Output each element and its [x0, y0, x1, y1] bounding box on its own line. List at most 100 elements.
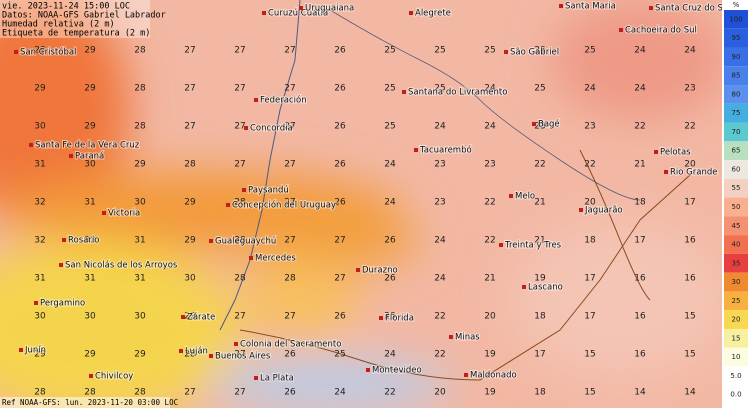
- city-marker: [34, 301, 38, 305]
- city-label: Minas: [455, 333, 480, 343]
- temperature: 27: [184, 46, 195, 56]
- city-label: Santa Cruz do Sul: [655, 4, 731, 14]
- colorbar-label: 90: [732, 53, 741, 61]
- city-marker: [379, 316, 383, 320]
- city-label: Luján: [185, 347, 208, 357]
- temperature: 32: [34, 198, 45, 208]
- temperature: 16: [684, 236, 696, 246]
- colorbar-cell: [724, 28, 748, 48]
- city-label: Uruguaiana: [305, 4, 354, 14]
- temperature: 23: [584, 122, 595, 132]
- temperature: 22: [434, 350, 445, 360]
- colorbar-label: 70: [732, 128, 741, 136]
- temperature: 26: [284, 388, 296, 398]
- temperature: 17: [684, 198, 695, 208]
- colorbar-label: 75: [732, 109, 741, 117]
- temperature: 25: [384, 84, 395, 94]
- temperature: 29: [184, 312, 196, 322]
- colorbar-cell: [724, 10, 748, 29]
- city-marker: [69, 154, 73, 158]
- temperature: 29: [184, 236, 196, 246]
- city-label: San Nicolás de los Arroyos: [65, 261, 178, 271]
- temperature: 29: [134, 350, 146, 360]
- temperature: 18: [534, 312, 546, 322]
- temperature: 25: [384, 122, 395, 132]
- temperature: 26: [384, 236, 396, 246]
- city-label: Florida: [385, 314, 414, 324]
- temperature: 28: [134, 388, 146, 398]
- temperature: 25: [534, 46, 545, 56]
- humidity-field: [0, 0, 730, 412]
- temperature: 15: [684, 312, 695, 322]
- temperature: 17: [584, 274, 595, 284]
- temperature: 24: [484, 84, 496, 94]
- temperature: 24: [484, 122, 496, 132]
- temperature: 26: [334, 46, 346, 56]
- temperature: 28: [34, 388, 46, 398]
- borders-rivers: [219, 0, 691, 381]
- temperature: 28: [134, 84, 146, 94]
- city-marker: [226, 203, 230, 207]
- colorbar-label: 40: [732, 241, 741, 249]
- temperature: 30: [34, 122, 46, 132]
- city-marker: [209, 239, 213, 243]
- temperature: 25: [534, 84, 545, 94]
- temperature: 16: [634, 274, 646, 284]
- temperature: 28: [84, 388, 96, 398]
- city-marker: [14, 50, 18, 54]
- city-marker: [19, 348, 23, 352]
- colorbar-cell: [724, 122, 748, 142]
- city-marker: [409, 11, 413, 15]
- temperature: 23: [534, 122, 545, 132]
- city-label: Treinta y Tres: [504, 241, 562, 251]
- city-marker: [356, 268, 360, 272]
- temperature: 15: [584, 388, 595, 398]
- temperature: 24: [334, 388, 346, 398]
- city-marker: [649, 6, 653, 10]
- temperature: 33: [84, 236, 95, 246]
- temperature: 25: [434, 84, 445, 94]
- temperature: 29: [84, 122, 96, 132]
- temperature: 30: [84, 312, 96, 322]
- temperature: 24: [434, 274, 446, 284]
- colorbar-cell: [724, 310, 748, 329]
- temperature: 26: [334, 160, 346, 170]
- city-label: Cachoeira do Sul: [625, 26, 697, 36]
- colorbar-cell: [724, 178, 748, 198]
- temperature: 27: [184, 388, 195, 398]
- temperature: 26: [334, 312, 346, 322]
- city-label: Bagé: [538, 119, 560, 130]
- temperature: 31: [34, 160, 45, 170]
- colorbar-cell: [724, 235, 748, 254]
- temperature: 31: [134, 236, 145, 246]
- city-marker: [254, 98, 258, 102]
- temperature: 27: [284, 46, 295, 56]
- city-marker: [29, 143, 33, 147]
- temperature: 23: [484, 160, 495, 170]
- temperature: 24: [684, 46, 696, 56]
- temperature: 31: [84, 198, 95, 208]
- city-label: Santa Maria: [565, 2, 616, 12]
- city-label: Rosario: [68, 236, 99, 246]
- temperature: 26: [334, 122, 346, 132]
- temperature: 28: [184, 160, 196, 170]
- temperature: 25: [584, 46, 595, 56]
- temperature: 20: [484, 312, 496, 322]
- city-marker: [654, 150, 658, 154]
- city-label: Pergamino: [40, 299, 85, 309]
- temperature: 22: [634, 122, 645, 132]
- colorbar-label: 25: [732, 297, 741, 305]
- temperature: 27: [234, 84, 245, 94]
- colorbar-label: 35: [732, 259, 741, 267]
- temperature: 21: [484, 274, 495, 284]
- city-marker: [509, 194, 513, 198]
- colorbar-cell: [724, 66, 748, 86]
- temperature: 27: [234, 312, 245, 322]
- temperature: 25: [384, 46, 395, 56]
- city-marker: [299, 6, 303, 10]
- city-marker: [532, 122, 536, 126]
- temperature: 23: [434, 160, 445, 170]
- temperature: 28: [134, 122, 146, 132]
- temperature: 18: [634, 198, 646, 208]
